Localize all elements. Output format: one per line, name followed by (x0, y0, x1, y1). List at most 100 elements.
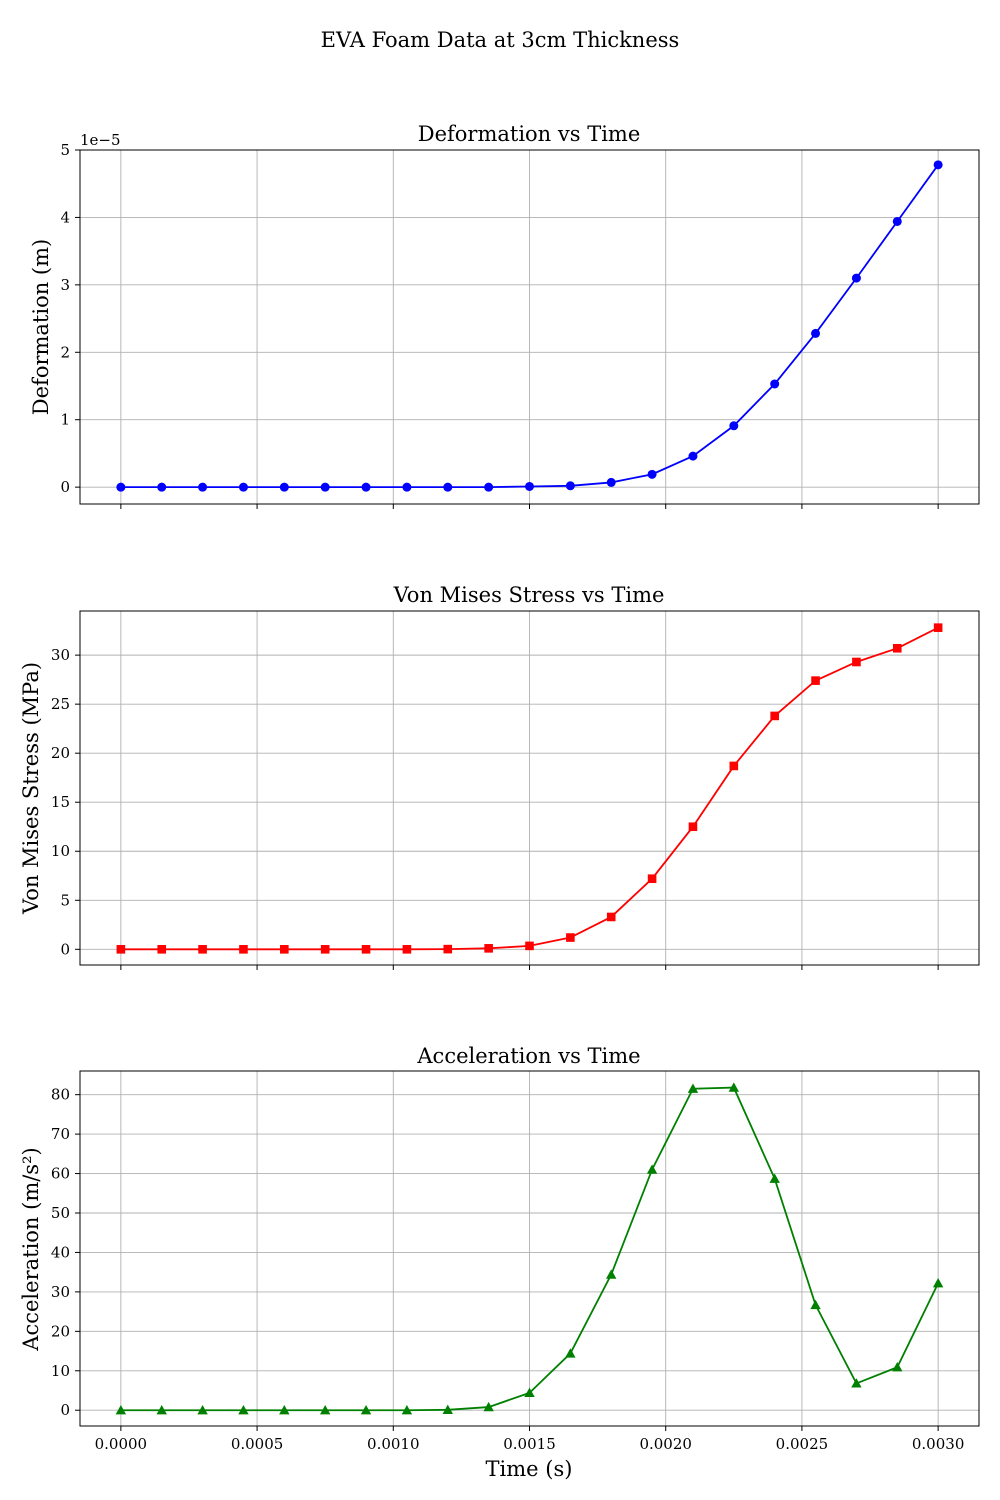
deformation-data-point (933, 160, 943, 170)
stress-data-point (361, 945, 371, 954)
acceleration-data-point (238, 1405, 249, 1415)
acceleration-data-point (565, 1348, 576, 1358)
acceleration-y-tick-label: 30 (51, 1283, 70, 1301)
deformation-data-point (851, 273, 861, 283)
stress-y-tick-label: 5 (60, 891, 70, 909)
stress-data-point (157, 945, 167, 954)
acceleration-panel-title: Acceleration vs Time (416, 1044, 640, 1068)
deformation-data-point (361, 482, 371, 492)
acceleration-y-tick-label: 70 (51, 1125, 70, 1143)
stress-y-tick-label: 30 (51, 646, 70, 664)
deformation-data-point (892, 216, 902, 226)
von-mises-stress-panel: Von Mises Stress vs Time Von Mises Stres… (19, 583, 980, 970)
stress-data-point (647, 874, 657, 884)
deformation-data-point (647, 469, 657, 479)
deformation-data-point (402, 482, 412, 492)
time-x-axis-label: Time (s) (486, 1457, 573, 1481)
stress-data-point (729, 761, 739, 771)
stress-y-tick-label: 20 (51, 744, 70, 762)
deformation-data-point (811, 328, 821, 338)
acceleration-y-tick-label: 10 (51, 1362, 70, 1380)
deformation-data-point (198, 482, 208, 492)
stress-data-point (566, 933, 575, 942)
acceleration-grid (80, 1071, 979, 1426)
deformation-data-point (116, 482, 126, 492)
stress-y-tick-label: 25 (51, 695, 70, 713)
stress-data-point (239, 945, 248, 954)
acceleration-data-point (115, 1405, 127, 1415)
stress-data-point (770, 711, 779, 721)
stress-data-point (280, 945, 289, 954)
acceleration-y-tick-label: 40 (51, 1243, 70, 1261)
acceleration-data-point (769, 1173, 780, 1183)
acceleration-x-tick-label: 0.0015 (503, 1435, 556, 1453)
acceleration-y-axis-label: Acceleration (m/s²) (19, 1147, 43, 1351)
deformation-data-point (157, 482, 167, 492)
stress-data-point (525, 941, 534, 951)
deformation-y-tick-label: 5 (60, 141, 70, 159)
acceleration-data-point (932, 1278, 944, 1288)
acceleration-data-point (810, 1299, 821, 1310)
acceleration-x-tick-label: 0.0000 (95, 1435, 148, 1453)
acceleration-x-tick-label: 0.0010 (367, 1435, 420, 1453)
stress-plot-frame (79, 610, 980, 966)
deformation-data-point (320, 482, 330, 492)
deformation-y-axis-label: Deformation (m) (29, 239, 53, 415)
deformation-panel: Deformation vs Time Deformation (m) 1e−5… (29, 122, 980, 509)
stress-data-point (892, 643, 902, 653)
deformation-y-tick-label: 0 (60, 478, 70, 496)
acceleration-x-tick-label: 0.0005 (231, 1435, 284, 1453)
deformation-y-tick-label: 2 (60, 343, 70, 361)
stress-y-tick-label: 15 (51, 793, 70, 811)
acceleration-data-point (687, 1083, 699, 1093)
deformation-data-point (238, 482, 248, 492)
stress-data-point (402, 945, 412, 954)
acceleration-data-point (606, 1269, 617, 1279)
figure-title: EVA Foam Data at 3cm Thickness (321, 28, 680, 52)
deformation-data-point (443, 482, 453, 492)
stress-data-point (198, 945, 207, 954)
deformation-data-point (729, 421, 739, 431)
acceleration-y-tick-label: 20 (51, 1322, 70, 1340)
acceleration-data-point (524, 1387, 535, 1398)
stress-y-tick-label: 0 (60, 940, 70, 958)
acceleration-data-point (728, 1082, 740, 1092)
stress-data-point (933, 623, 943, 632)
deformation-y-tick-label: 1 (60, 411, 70, 429)
deformation-y-tick-label: 4 (60, 208, 70, 226)
acceleration-data-point (646, 1164, 658, 1174)
deformation-data-point (606, 477, 616, 487)
deformation-data-point (525, 481, 534, 491)
stress-y-tick-label: 10 (51, 842, 70, 860)
deformation-data-point (688, 451, 698, 461)
stress-data-point (443, 944, 453, 954)
acceleration-y-tick-label: 0 (60, 1401, 70, 1419)
acceleration-data-point (892, 1362, 903, 1372)
acceleration-data-point (360, 1405, 372, 1415)
deformation-data-point (484, 482, 494, 492)
stress-y-axis-label: Von Mises Stress (MPa) (19, 662, 43, 915)
acceleration-y-tick-label: 60 (51, 1165, 70, 1183)
deformation-data-point (565, 481, 575, 491)
stress-data-point (688, 822, 698, 832)
stress-panel-title: Von Mises Stress vs Time (393, 583, 665, 607)
stress-data-point (811, 676, 820, 685)
deformation-grid (80, 149, 979, 504)
deformation-plot-frame (79, 149, 980, 505)
stress-data-point (852, 657, 861, 667)
deformation-data-point (770, 379, 780, 389)
acceleration-data-point (483, 1401, 494, 1412)
stress-data-point (320, 945, 330, 954)
acceleration-data-point (851, 1378, 862, 1388)
acceleration-plot-frame (79, 1070, 980, 1427)
acceleration-data-point (279, 1405, 290, 1415)
acceleration-x-tick-label: 0.0025 (776, 1435, 829, 1453)
deformation-y-tick-label: 3 (60, 276, 70, 294)
stress-data-point (606, 912, 616, 922)
deformation-panel-title: Deformation vs Time (418, 122, 641, 146)
stress-data-point (484, 944, 493, 953)
deformation-offset-label: 1e−5 (80, 131, 121, 149)
acceleration-data-point (197, 1405, 208, 1415)
acceleration-data-point (401, 1405, 413, 1415)
acceleration-data-point (442, 1404, 453, 1414)
